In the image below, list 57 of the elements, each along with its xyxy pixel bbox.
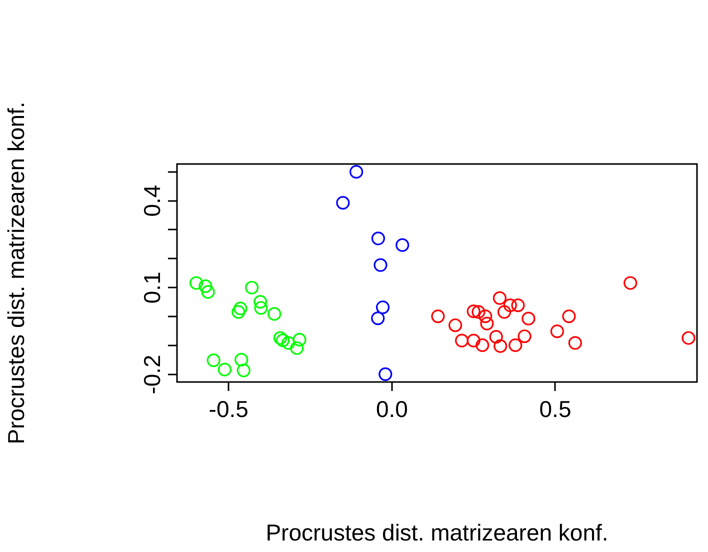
x-tick-label: -0.5 xyxy=(208,396,248,422)
point xyxy=(511,298,525,312)
point xyxy=(562,309,576,324)
point xyxy=(254,301,268,315)
point xyxy=(253,295,268,309)
point xyxy=(371,312,385,326)
point xyxy=(234,302,248,316)
point xyxy=(466,334,480,348)
point xyxy=(245,280,259,294)
point xyxy=(350,165,364,179)
point xyxy=(624,276,638,290)
point xyxy=(371,232,386,246)
point xyxy=(396,238,410,252)
point xyxy=(494,339,508,353)
x-axis-title: Procrustes dist. matrizearen konf. xyxy=(266,520,608,546)
point xyxy=(201,285,215,299)
point xyxy=(472,305,486,319)
point xyxy=(489,330,503,344)
point xyxy=(497,305,512,319)
point xyxy=(455,334,469,348)
point xyxy=(476,338,490,352)
point xyxy=(374,258,388,272)
point xyxy=(478,309,492,324)
point xyxy=(480,316,494,330)
y-tick-label: 0.4 xyxy=(138,184,165,217)
point xyxy=(682,331,696,345)
y-axis-title: Procrustes dist. matrizearen konf. xyxy=(3,102,30,444)
y-tick-label: 0.1 xyxy=(138,272,165,304)
point xyxy=(503,298,517,312)
point xyxy=(508,338,522,352)
point xyxy=(290,341,304,355)
point xyxy=(232,305,246,319)
y-tick-label: -0.2 xyxy=(138,354,165,394)
point xyxy=(448,318,462,332)
point xyxy=(218,362,232,376)
point xyxy=(522,312,536,326)
point xyxy=(234,352,248,367)
point xyxy=(431,309,445,324)
point xyxy=(492,291,507,305)
point xyxy=(276,334,290,348)
point xyxy=(236,364,250,378)
point xyxy=(206,353,220,368)
point xyxy=(336,196,350,210)
point xyxy=(198,279,212,293)
point xyxy=(282,336,296,350)
point xyxy=(518,329,532,344)
point xyxy=(466,304,480,318)
point xyxy=(376,300,390,314)
x-tick-label: 0.5 xyxy=(539,396,572,422)
point xyxy=(568,336,582,350)
point xyxy=(268,307,282,321)
point xyxy=(189,276,204,290)
x-tick-label: 0.0 xyxy=(376,396,408,422)
point xyxy=(378,367,392,381)
point xyxy=(292,332,306,347)
point xyxy=(550,324,564,338)
point xyxy=(273,331,288,345)
